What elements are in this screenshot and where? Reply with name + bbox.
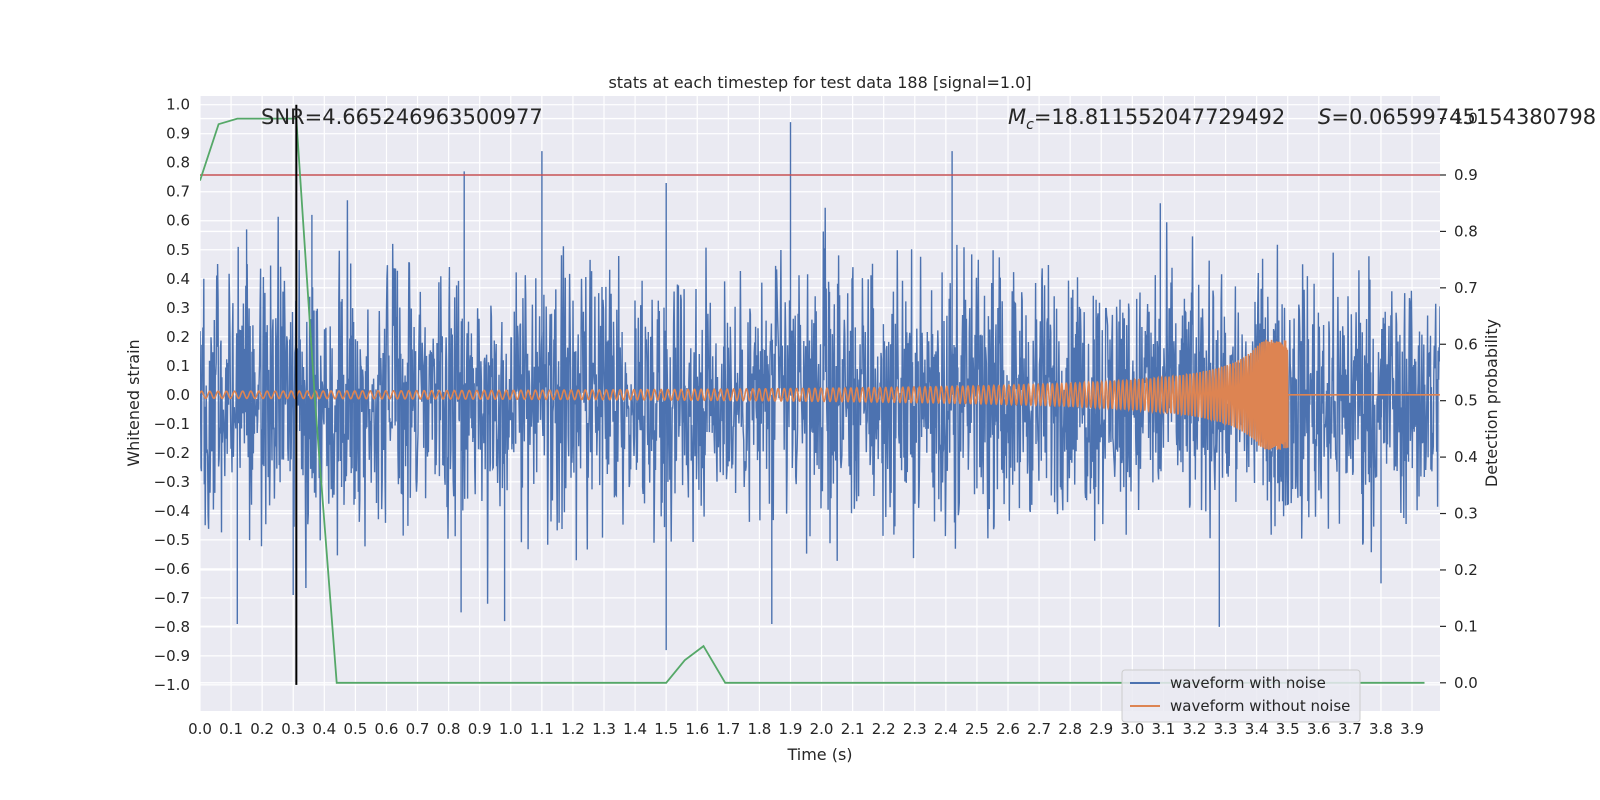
x-tick-label: 1.0	[499, 720, 523, 738]
y-tick-label: 0.4	[166, 270, 190, 288]
y-tick-label: −0.6	[154, 560, 190, 578]
y-right-tick-label: 0.2	[1454, 561, 1478, 579]
chirp-mass-annotation: Mc=18.811552047729492	[1008, 105, 1285, 133]
y-right-tick-label: 0.7	[1454, 279, 1478, 297]
y-right-tick-label: 0.6	[1454, 335, 1478, 353]
y-tick-label: 1.0	[166, 96, 190, 114]
x-tick-label: 1.2	[561, 720, 585, 738]
y-tick-label: 0.0	[166, 386, 190, 404]
y-tick-label: −1.0	[154, 676, 190, 694]
x-tick-label: 3.1	[1151, 720, 1175, 738]
x-tick-label: 3.7	[1338, 720, 1362, 738]
y-tick-label: −0.7	[154, 589, 190, 607]
legend: waveform with noise waveform without noi…	[1121, 669, 1361, 723]
x-tick-label: 3.8	[1369, 720, 1393, 738]
x-tick-label: 3.6	[1307, 720, 1331, 738]
y-tick-label: 0.5	[166, 241, 190, 259]
x-tick-label: 1.8	[747, 720, 771, 738]
x-tick-label: 2.0	[810, 720, 834, 738]
y-right-tick-label: 0.0	[1454, 674, 1478, 692]
x-tick-label: 3.9	[1400, 720, 1424, 738]
x-tick-label: 2.6	[996, 720, 1020, 738]
y-tick-label: −0.4	[154, 502, 190, 520]
x-tick-label: 2.7	[1027, 720, 1051, 738]
x-tick-label: 2.3	[903, 720, 927, 738]
x-tick-label: 0.9	[468, 720, 492, 738]
x-tick-label: 1.9	[779, 720, 803, 738]
y-right-tick-label: 0.9	[1454, 166, 1478, 184]
y-tick-label: 0.8	[166, 154, 190, 172]
x-tick-label: 0.7	[406, 720, 430, 738]
snr-annotation: SNR=4.665246963500977	[261, 105, 543, 129]
x-tick-label: 0.4	[312, 720, 336, 738]
y-tick-label: −0.1	[154, 415, 190, 433]
y-right-tick-label: 0.3	[1454, 505, 1478, 523]
series-line-waveform-without-noise	[200, 339, 1440, 450]
y-right-tick-label: 0.8	[1454, 222, 1478, 240]
x-axis-label: Time (s)	[786, 745, 852, 764]
y-tick-label: 0.9	[166, 125, 190, 143]
y-right-tick-label: 0.4	[1454, 448, 1478, 466]
x-tick-label: 1.1	[530, 720, 554, 738]
s-symbol: S	[1318, 105, 1331, 129]
y-tick-labels: 1.0 0.9 0.8 0.7 0.6 0.5 0.4 0.3 0.2 0.1 0.0 −0.1 −0.…	[154, 96, 190, 694]
y-tick-label: −0.9	[154, 647, 190, 665]
y-right-tick-label: 1.0	[1454, 110, 1478, 128]
y-axis-label: Whitened strain	[124, 339, 143, 466]
y-tick-label: −0.5	[154, 531, 190, 549]
y-tick-label: 0.1	[166, 357, 190, 375]
x-tick-label: 0.6	[375, 720, 399, 738]
chirp-mass-subscript: c	[1026, 117, 1034, 133]
x-tick-label: 0.1	[219, 720, 243, 738]
y-right-tick-label: 0.1	[1454, 617, 1478, 635]
chirp-mass-symbol: M	[1008, 105, 1026, 129]
y-tick-label: 0.2	[166, 328, 190, 346]
legend-label-waveform-without-noise: waveform without noise	[1170, 697, 1350, 715]
x-tick-label: 1.7	[716, 720, 740, 738]
chirp-mass-value: =18.811552047729492	[1034, 105, 1285, 129]
y-tick-label: −0.8	[154, 618, 190, 636]
series-line-waveform-with-noise	[200, 122, 1440, 651]
x-tick-label: 2.2	[872, 720, 896, 738]
x-tick-label: 0.8	[437, 720, 461, 738]
x-tick-labels: 0.0 0.1 0.2 0.3 0.4 0.5 0.6 0.7 0.8 0.9 1.0 1.1 1.2 1…	[188, 720, 1424, 738]
x-tick-label: 0.2	[250, 720, 274, 738]
x-tick-label: 2.1	[841, 720, 865, 738]
x-tick-label: 0.3	[281, 720, 305, 738]
x-tick-label: 1.3	[592, 720, 616, 738]
x-tick-label: 3.3	[1214, 720, 1238, 738]
y-tick-label: −0.3	[154, 473, 190, 491]
x-tick-label: 1.4	[623, 720, 647, 738]
s-value: =0.06599745154380798	[1331, 105, 1596, 129]
x-tick-label: 3.2	[1183, 720, 1207, 738]
y-right-tick-label: 0.5	[1454, 392, 1478, 410]
y-tick-label: 0.3	[166, 299, 190, 317]
x-tick-label: 3.4	[1245, 720, 1269, 738]
x-tick-label: 0.5	[343, 720, 367, 738]
x-tick-label: 2.4	[934, 720, 958, 738]
legend-label-waveform-with-noise: waveform with noise	[1170, 674, 1326, 692]
x-tick-label: 2.5	[965, 720, 989, 738]
s-annotation: S=0.06599745154380798	[1318, 105, 1596, 129]
x-tick-label: 2.8	[1058, 720, 1082, 738]
x-tick-label: 1.5	[654, 720, 678, 738]
y-tick-label: 0.7	[166, 183, 190, 201]
y-tick-label: 0.6	[166, 212, 190, 230]
x-tick-label: 3.5	[1276, 720, 1300, 738]
chart-title: stats at each timestep for test data 188…	[608, 73, 1031, 92]
y-tick-label: −0.2	[154, 444, 190, 462]
x-tick-label: 1.6	[685, 720, 709, 738]
x-tick-label: 3.0	[1120, 720, 1144, 738]
x-tick-label: 2.9	[1089, 720, 1113, 738]
y-right-axis-label: Detection probability	[1482, 319, 1501, 487]
y-right-tick-labels: 1.0 0.9 0.8 0.7 0.6 0.5 0.4 0.3 0.2 0.1 0.0	[1440, 110, 1478, 692]
legend-box	[1121, 669, 1361, 723]
x-tick-label: 0.0	[188, 720, 212, 738]
